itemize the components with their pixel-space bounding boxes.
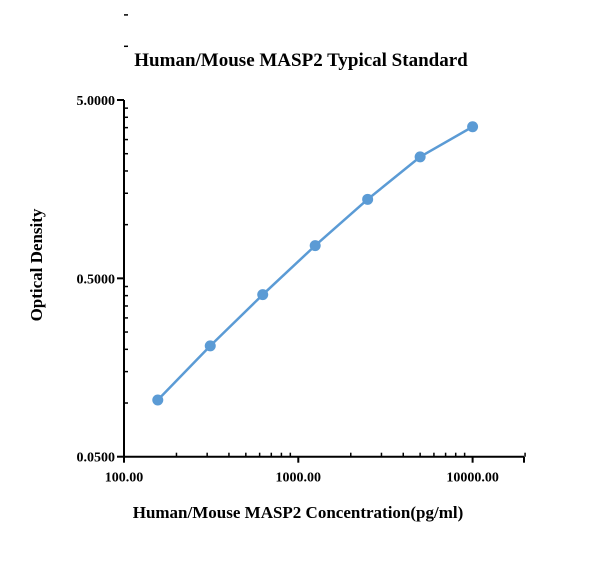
x-tick-label: 10000.00 [446,471,499,486]
data-point [152,394,164,406]
data-point [414,151,426,163]
x-tick-label: 100.00 [105,471,144,486]
y-tick-label: 5.0000 [77,94,116,109]
y-axis-title: Optical Density [27,208,46,321]
data-point [362,193,374,205]
x-tick-label: 1000.00 [276,471,322,486]
series-marks [152,121,479,406]
axes: 0.0500 0.5000 5.0000 100.00 1000.00 10000.00 [77,14,526,486]
data-point [257,289,269,301]
y-tick-label: 0.5000 [77,272,116,287]
x-axis-title: Human/Mouse MASP2 Concentration(pg/ml) [133,503,464,522]
series-line [156,125,474,401]
data-point [309,240,321,252]
data-point [204,340,216,352]
y-tick-label: 0.0500 [77,451,116,466]
data-point [467,121,479,133]
chart-title: Human/Mouse MASP2 Typical Standard [134,50,468,71]
